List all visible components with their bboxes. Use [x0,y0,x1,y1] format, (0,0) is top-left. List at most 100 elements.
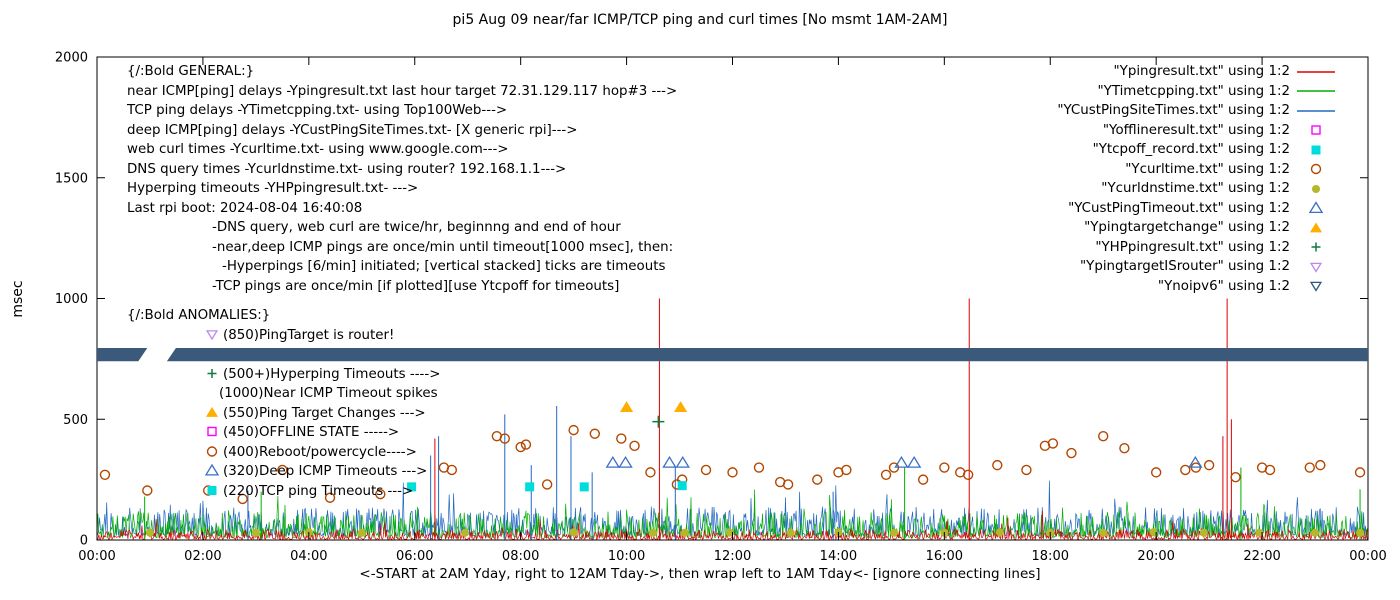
annotation-text: {/:Bold GENERAL:} [127,64,255,79]
annotation-line: deep ICMP[ping] delays -YCustPingSiteTim… [127,121,677,141]
legend-label: "Ynoipv6" using 1:2 [1157,278,1290,294]
x-tick-label: 20:00 [1137,549,1174,564]
y-tick-label: 1000 [55,292,88,307]
legend-entry: "YCustPingTimeout.txt" using 1:2 [1057,199,1336,219]
legend-key-line-icon [1296,84,1336,98]
annotation-line: Last rpi boot: 2024-08-04 16:40:08 [127,199,677,219]
x-tick-label: 22:00 [1243,549,1280,564]
annotation-text: (320)Deep ICMP Timeouts ---> [223,464,428,479]
annotation-line: (1000)Near ICMP Timeout spikes [127,384,677,404]
annotation-line: web curl times -Ycurltime.txt- using www… [127,140,677,160]
legend-label: "Ypingtargetchange" using 1:2 [1084,220,1290,235]
x-tick-label: 12:00 [714,549,751,564]
annotation-line: (220)TCP ping Timeouts ---> [127,482,677,502]
legend-entry: "YHPpingresult.txt" using 1:2 [1057,238,1336,258]
legend-key-triangle-open-icon [1296,201,1336,215]
legend-key-triangle-filled-icon [1296,221,1336,235]
annotation-text: near ICMP[ping] delays -Ypingresult.txt … [127,83,678,99]
annotation-line: {/:Bold GENERAL:} [127,62,677,82]
annotation-line: (550)Ping Target Changes ---> [127,404,677,424]
x-tick-label: 08:00 [502,549,539,564]
y-tick-label: 500 [63,413,88,428]
annotation-circle-open-icon [206,445,218,457]
legend-entry: "YTimetcpping.txt" using 1:2 [1057,82,1336,102]
annotation-line: (400)Reboot/powercycle----> [127,443,677,463]
x-tick-label: 02:00 [184,549,221,564]
legend-key-line-icon [1296,65,1336,79]
x-tick-label: 16:00 [926,549,963,564]
chart-title: pi5 Aug 09 near/far ICMP/TCP ping and cu… [452,12,948,28]
annotation-line: -DNS query, web curl are twice/hr, begin… [127,218,677,238]
annotation-triangle-filled-icon [205,406,219,417]
annotation-plus-icon [207,368,217,378]
annotation-text: -Hyperpings [6/min] initiated; [vertical… [222,259,666,274]
y-tick-label: 2000 [55,51,88,66]
legend-label: "YHPpingresult.txt" using 1:2 [1095,239,1290,255]
annotation-text: TCP ping delays -YTimetcpping.txt- using… [127,103,508,118]
annotation-line: (850)PingTarget is router! [127,326,677,346]
legend-entry: "Ypingtargetchange" using 1:2 [1057,218,1336,238]
legend: "Ypingresult.txt" using 1:2 "YTimetcpping… [1057,62,1336,296]
legend-label: "Ycurldnstime.txt" using 1:2 [1101,181,1290,196]
annotation-line: (500+)Hyperping Timeouts ----> [127,365,677,385]
legend-label: "YCustPingSiteTimes.txt" using 1:2 [1057,103,1290,118]
legend-entry: "Ypingresult.txt" using 1:2 [1057,62,1336,82]
legend-entry: "Ytcpoff_record.txt" using 1:2 [1057,140,1336,160]
legend-key-line-icon [1296,104,1336,118]
legend-entry: "Ycurldnstime.txt" using 1:2 [1057,179,1336,199]
legend-entry: "Yofflineresult.txt" using 1:2 [1057,121,1336,141]
annotation-line: -Hyperpings [6/min] initiated; [vertical… [127,257,677,277]
annotation-text: (450)OFFLINE STATE -----> [223,425,400,440]
annotation-text: (550)Ping Target Changes ---> [223,405,426,421]
x-tick-label: 00:00 [78,549,115,564]
annotation-nabla-open-icon [205,329,219,340]
legend-label: "Ytcpoff_record.txt" using 1:2 [1092,142,1290,157]
annotation-text: deep ICMP[ping] delays -YCustPingSiteTim… [127,122,578,138]
y-tick-label: 0 [80,534,88,549]
legend-label: "Ypingresult.txt" using 1:2 [1113,64,1290,79]
x-tick-label: 06:00 [396,549,433,564]
annotation-line: -TCP pings are once/min [if plotted][use… [127,277,677,297]
legend-key-nabla-open-icon [1296,260,1336,274]
annotation-line: (320)Deep ICMP Timeouts ---> [127,462,677,482]
annotation-line: near ICMP[ping] delays -Ypingresult.txt … [127,82,677,102]
annotation-text: (500+)Hyperping Timeouts ----> [223,366,441,382]
annotations-block: {/:Bold GENERAL:} near ICMP[ping] delays … [127,62,677,501]
legend-key-circle-filled-icon [1296,182,1336,196]
annotation-text: (850)PingTarget is router! [223,327,395,343]
annotation-text: -TCP pings are once/min [if plotted][use… [212,278,620,294]
x-tick-label: 04:00 [290,549,327,564]
legend-entry: "Ynoipv6" using 1:2 [1057,277,1336,297]
legend-entry: "YCustPingSiteTimes.txt" using 1:2 [1057,101,1336,121]
annotation-text: -DNS query, web curl are twice/hr, begin… [212,220,621,235]
x-tick-label: 00:00 [1349,549,1386,564]
annotation-square-open-icon [207,426,217,437]
annotation-line: {/:Bold ANOMALIES:} [127,306,677,326]
legend-entry: "Ycurltime.txt" using 1:2 [1057,160,1336,180]
legend-key-square-open-icon [1296,123,1336,137]
annotation-text: Hyperping timeouts -YHPpingresult.txt- -… [127,181,419,196]
legend-label: "YTimetcpping.txt" using 1:2 [1097,83,1290,99]
y-axis-label: msec [10,280,26,318]
annotation-square-filled-icon [207,485,217,495]
annotation-line: DNS query times -Ycurldnstime.txt- using… [127,160,677,180]
annotation-line [127,345,677,365]
x-tick-label: 18:00 [1032,549,1069,564]
annotation-text: {/:Bold ANOMALIES:} [127,308,271,323]
x-axis-label: <-START at 2AM Yday, right to 12AM Tday-… [359,566,1041,582]
y-tick-label: 1500 [55,171,88,186]
annotation-text: (400)Reboot/powercycle----> [223,444,417,460]
legend-label: "Ycurltime.txt" using 1:2 [1125,161,1290,177]
annotation-line: (450)OFFLINE STATE -----> [127,423,677,443]
annotation-line: -near,deep ICMP pings are once/min until… [127,238,677,258]
annotation-text: (220)TCP ping Timeouts ---> [223,483,414,499]
annotation-text: DNS query times -Ycurldnstime.txt- using… [127,161,567,177]
annotation-line: Hyperping timeouts -YHPpingresult.txt- -… [127,179,677,199]
legend-label: "YCustPingTimeout.txt" using 1:2 [1068,200,1290,216]
annotation-text: Last rpi boot: 2024-08-04 16:40:08 [127,200,363,216]
annotation-triangle-open-icon [204,463,220,476]
x-tick-label: 14:00 [820,549,857,564]
legend-entry: "YpingtargetISrouter" using 1:2 [1057,257,1336,277]
legend-key-nabla-open-icon [1296,279,1336,293]
